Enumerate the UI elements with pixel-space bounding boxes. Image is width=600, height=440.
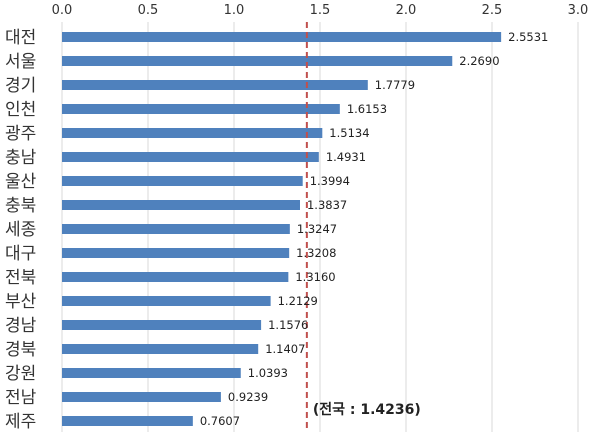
category-label: 충남 (5, 148, 37, 168)
bar (62, 56, 453, 66)
value-label: 2.5531 (508, 30, 548, 44)
bar (62, 272, 289, 282)
bar (62, 176, 303, 186)
value-label: 1.1407 (265, 342, 305, 356)
bar (62, 392, 221, 402)
category-label: 울산 (5, 172, 37, 192)
category-label: 부산 (5, 292, 37, 312)
value-label: 1.1576 (268, 318, 308, 332)
value-label: 1.2129 (278, 294, 318, 308)
reference-line-label: (전국 : 1.4236) (313, 401, 421, 418)
bar (62, 344, 259, 354)
value-label: 0.9239 (228, 390, 268, 404)
category-label: 세종 (5, 220, 36, 240)
category-label: 전북 (5, 268, 36, 288)
bars (62, 32, 502, 426)
bar (62, 80, 368, 90)
category-label: 제주 (5, 412, 36, 432)
x-tick-label: 1.0 (224, 3, 245, 18)
x-tick-label: 2.0 (396, 3, 417, 18)
category-label: 충북 (5, 196, 36, 216)
bar (62, 296, 271, 306)
value-label: 0.7607 (200, 414, 240, 428)
value-label: 1.3247 (297, 222, 337, 236)
bar (62, 128, 323, 138)
x-tick-label: 0.5 (138, 3, 159, 18)
bar (62, 224, 290, 234)
x-tick-label: 0.0 (52, 3, 73, 18)
category-label: 경기 (5, 76, 36, 96)
category-label: 전남 (5, 388, 37, 408)
value-label: 1.6153 (347, 102, 387, 116)
bar (62, 200, 300, 210)
value-label: 1.7779 (375, 78, 415, 92)
bar (62, 248, 290, 258)
bar (62, 320, 262, 330)
bar (62, 32, 502, 42)
bar (62, 416, 193, 426)
category-label: 대구 (5, 244, 36, 264)
value-label: 1.0393 (248, 366, 288, 380)
x-axis-ticks: 0.0 0.5 1.0 1.5 2.0 2.5 3.0 (52, 3, 589, 18)
x-tick-label: 3.0 (568, 3, 589, 18)
category-label: 대전 (5, 28, 36, 48)
value-label: 1.3837 (307, 198, 347, 212)
category-label: 광주 (5, 124, 36, 144)
value-labels: 2.5531 2.2690 1.7779 1.6153 1.5134 1.4931 1.39… (200, 30, 549, 428)
reference-line-group: (전국 : 1.4236) (305, 22, 421, 432)
category-label: 서울 (5, 52, 36, 72)
category-label: 강원 (5, 364, 36, 384)
bar (62, 152, 319, 162)
x-tick-label: 2.5 (482, 3, 503, 18)
category-label: 경남 (5, 316, 37, 336)
bar (62, 368, 241, 378)
x-tick-label: 1.5 (310, 3, 331, 18)
value-label: 2.2690 (459, 54, 499, 68)
category-label: 경북 (5, 340, 36, 360)
value-label: 1.3994 (310, 174, 350, 188)
value-label: 1.4931 (326, 150, 366, 164)
bar (62, 104, 340, 114)
value-label: 1.3160 (295, 270, 335, 284)
value-label: 1.5134 (329, 126, 369, 140)
category-label: 인천 (5, 100, 36, 120)
value-label: 1.3208 (296, 246, 336, 260)
